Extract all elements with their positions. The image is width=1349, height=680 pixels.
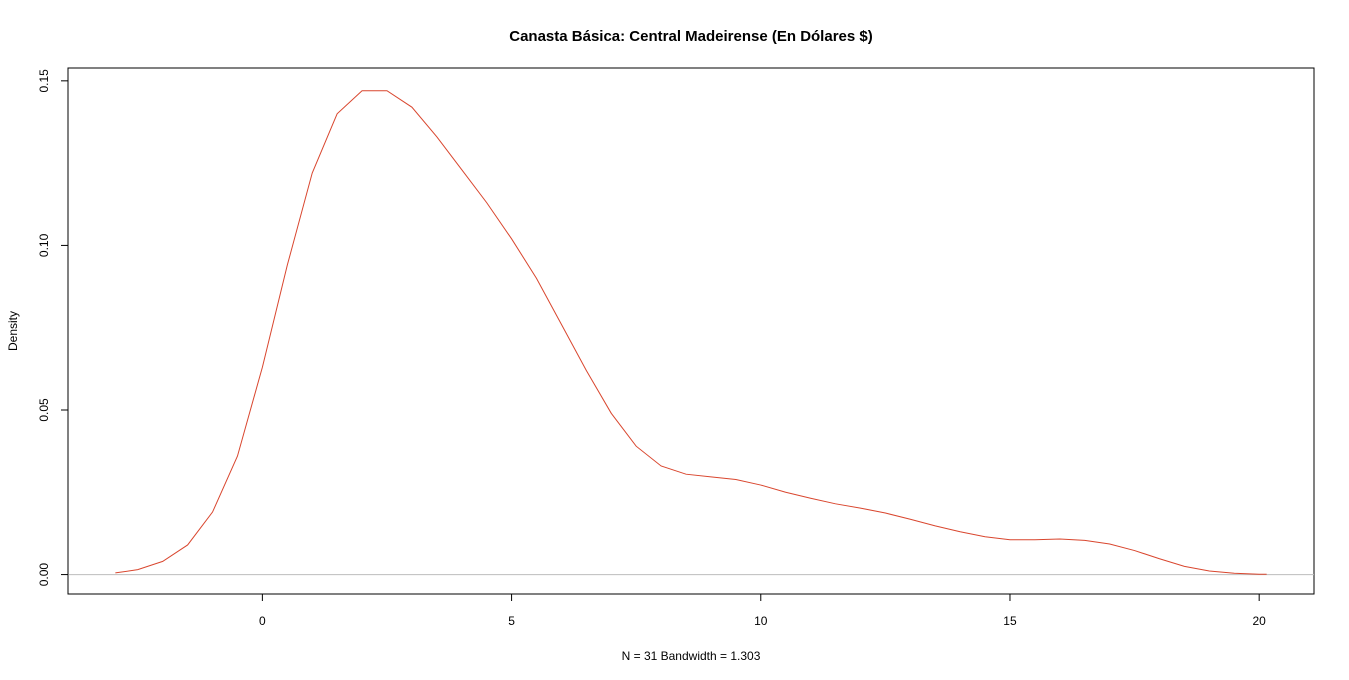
- density-curve: [115, 90, 1267, 575]
- y-tick-label: 0.15: [37, 69, 51, 93]
- x-tick-label: 15: [1003, 614, 1017, 628]
- x-tick-label: 0: [259, 614, 266, 628]
- y-tick-label: 0.00: [37, 563, 51, 587]
- y-tick-label: 0.10: [37, 233, 51, 257]
- y-axis-label: Density: [6, 311, 20, 351]
- x-axis: 0 5 10 15 20: [259, 593, 1266, 628]
- x-axis-label: N = 31 Bandwidth = 1.303: [622, 649, 761, 663]
- chart-title: Canasta Básica: Central Madeirense (En D…: [509, 28, 872, 45]
- x-tick-label: 20: [1252, 614, 1266, 628]
- y-axis: 0.00 0.05 0.10 0.15: [37, 69, 69, 587]
- y-tick-label: 0.05: [37, 398, 51, 422]
- x-tick-label: 5: [508, 614, 515, 628]
- x-tick-label: 10: [754, 614, 768, 628]
- plot-frame: [67, 67, 1315, 595]
